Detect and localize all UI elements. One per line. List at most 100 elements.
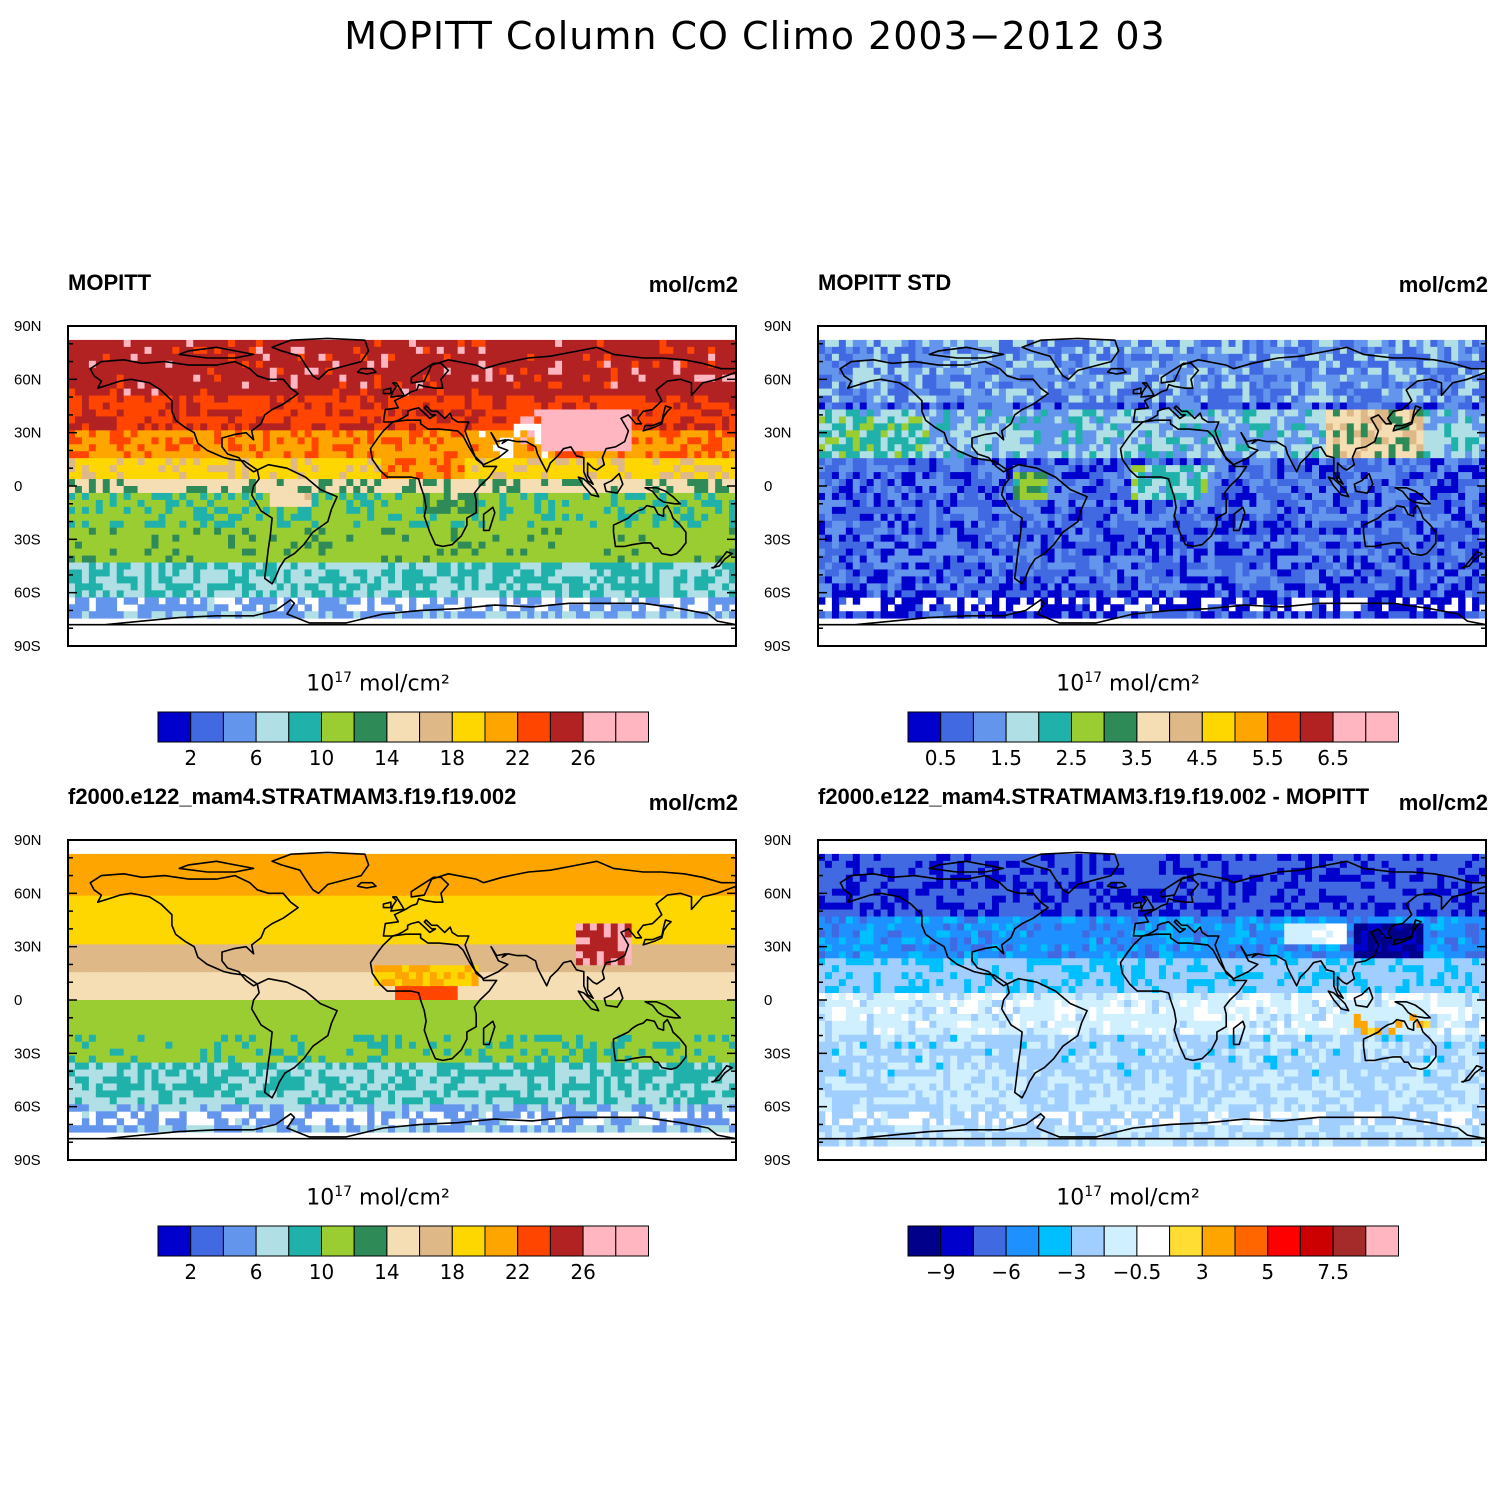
field-cell: [929, 388, 937, 396]
field-cell: [687, 520, 695, 529]
field-cell: [325, 465, 333, 473]
field-cell: [478, 458, 486, 466]
field-cell: [715, 569, 723, 577]
field-cell: [1005, 374, 1014, 383]
field-cell: [88, 339, 97, 348]
field-cell: [262, 492, 271, 501]
field-cell: [1054, 346, 1062, 355]
field-cell: [901, 381, 909, 390]
field-cell: [346, 534, 354, 543]
field-cell: [957, 339, 965, 348]
field-cell: [624, 506, 633, 515]
field-cell: [255, 402, 264, 410]
colorbar-tick-label: 18: [440, 746, 465, 770]
field-cell: [116, 576, 125, 584]
field-cell: [638, 604, 646, 612]
field-cell: [1430, 395, 1438, 403]
field-cell: [346, 395, 354, 403]
field-cell: [513, 367, 521, 376]
field-cell: [109, 555, 118, 563]
field-cell: [269, 423, 278, 431]
field-cell: [144, 353, 152, 362]
field-cell: [1165, 374, 1174, 383]
field-cell: [422, 416, 431, 424]
field-cell: [165, 458, 173, 466]
field-cell: [964, 367, 972, 376]
field-cell: [569, 444, 577, 452]
field-cell: [548, 339, 556, 348]
field-cell: [575, 395, 584, 403]
field-cell: [680, 402, 688, 410]
field-cell: [102, 402, 111, 410]
field-cell: [1263, 416, 1271, 424]
field-cell: [589, 346, 598, 355]
field-cell: [214, 569, 222, 577]
field-cell: [1172, 395, 1181, 403]
field-cell: [450, 388, 459, 396]
field-cell: [102, 423, 111, 431]
field-cell: [262, 541, 271, 550]
field-cell: [304, 395, 312, 403]
field-cell: [722, 465, 730, 473]
field-cell: [722, 360, 730, 369]
field-cell: [109, 506, 118, 515]
field-cell: [1131, 402, 1139, 410]
field-cell: [901, 360, 909, 369]
field-cell: [701, 569, 709, 577]
field-cell: [499, 367, 507, 376]
field-cell: [1096, 374, 1104, 383]
field-cell: [262, 583, 271, 591]
field-cell: [276, 548, 285, 556]
field-cell: [499, 339, 507, 348]
field-cell: [436, 583, 445, 591]
field-cell: [1305, 353, 1313, 362]
field-cell: [687, 458, 695, 466]
field-cell: [687, 409, 695, 417]
field-cell: [353, 465, 361, 473]
field-cell: [575, 541, 584, 550]
field-cell: [610, 541, 619, 550]
field-cell: [165, 604, 173, 612]
field-cell: [1103, 353, 1111, 362]
field-cell: [624, 451, 633, 459]
field-cell: [603, 569, 612, 577]
field-cell: [283, 402, 292, 410]
field-cell: [1012, 402, 1021, 410]
field-cell: [971, 409, 979, 417]
field-cell: [1145, 360, 1153, 369]
field-cell: [1117, 353, 1125, 362]
field-cell: [81, 339, 90, 348]
field-cell: [214, 541, 222, 550]
field-cell: [102, 583, 111, 591]
field-cell: [1026, 388, 1035, 396]
field-cell: [408, 437, 417, 445]
field-cell: [388, 597, 396, 605]
field-cell: [645, 472, 653, 480]
field-cell: [95, 374, 104, 383]
field-cell: [617, 395, 626, 403]
field-cell: [818, 346, 826, 355]
field-cell: [130, 374, 138, 383]
field-cell: [582, 541, 591, 550]
field-cell: [193, 583, 201, 591]
field-cell: [68, 590, 76, 598]
field-cell: [137, 590, 145, 598]
field-cell: [200, 506, 208, 515]
field-cell: [1235, 409, 1243, 417]
field-cell: [388, 402, 396, 410]
field-cell: [137, 395, 145, 403]
field-cell: [548, 611, 556, 619]
field-cell: [1430, 388, 1438, 396]
field-cell: [513, 346, 521, 355]
field-cell: [666, 611, 674, 619]
field-cell: [158, 479, 166, 487]
field-cell: [332, 506, 340, 515]
field-cell: [617, 576, 626, 584]
field-cell: [415, 534, 424, 543]
field-cell: [109, 520, 118, 529]
field-cell: [207, 541, 215, 550]
field-cell: [1117, 339, 1125, 348]
field-cell: [666, 430, 674, 438]
field-cell: [1298, 388, 1306, 396]
field-cell: [221, 499, 229, 508]
